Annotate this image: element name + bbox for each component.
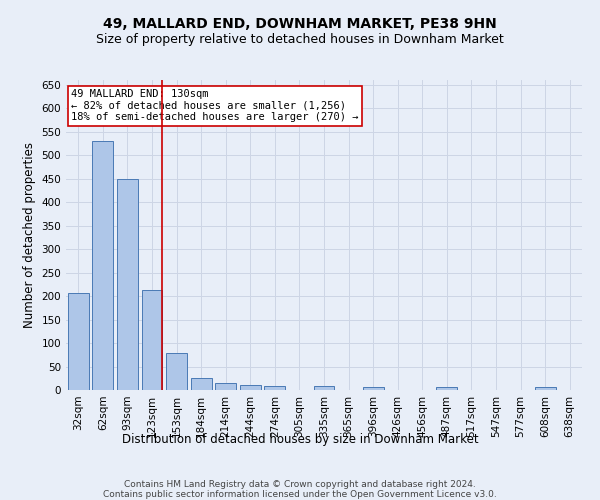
- Bar: [166, 354, 187, 390]
- Bar: [362, 387, 383, 390]
- Bar: [436, 387, 457, 390]
- Bar: [117, 178, 138, 390]
- Text: Distribution of detached houses by size in Downham Market: Distribution of detached houses by size …: [122, 432, 478, 446]
- Bar: [535, 387, 556, 390]
- Text: Contains HM Land Registry data © Crown copyright and database right 2024.: Contains HM Land Registry data © Crown c…: [124, 480, 476, 489]
- Text: Contains public sector information licensed under the Open Government Licence v3: Contains public sector information licen…: [103, 490, 497, 499]
- Y-axis label: Number of detached properties: Number of detached properties: [23, 142, 36, 328]
- Bar: [68, 293, 89, 390]
- Text: Size of property relative to detached houses in Downham Market: Size of property relative to detached ho…: [96, 32, 504, 46]
- Bar: [215, 384, 236, 390]
- Bar: [191, 378, 212, 390]
- Text: 49 MALLARD END: 130sqm
← 82% of detached houses are smaller (1,256)
18% of semi-: 49 MALLARD END: 130sqm ← 82% of detached…: [71, 90, 359, 122]
- Bar: [265, 386, 286, 390]
- Bar: [92, 141, 113, 390]
- Bar: [314, 386, 334, 390]
- Text: 49, MALLARD END, DOWNHAM MARKET, PE38 9HN: 49, MALLARD END, DOWNHAM MARKET, PE38 9H…: [103, 18, 497, 32]
- Bar: [240, 385, 261, 390]
- Bar: [142, 290, 163, 390]
